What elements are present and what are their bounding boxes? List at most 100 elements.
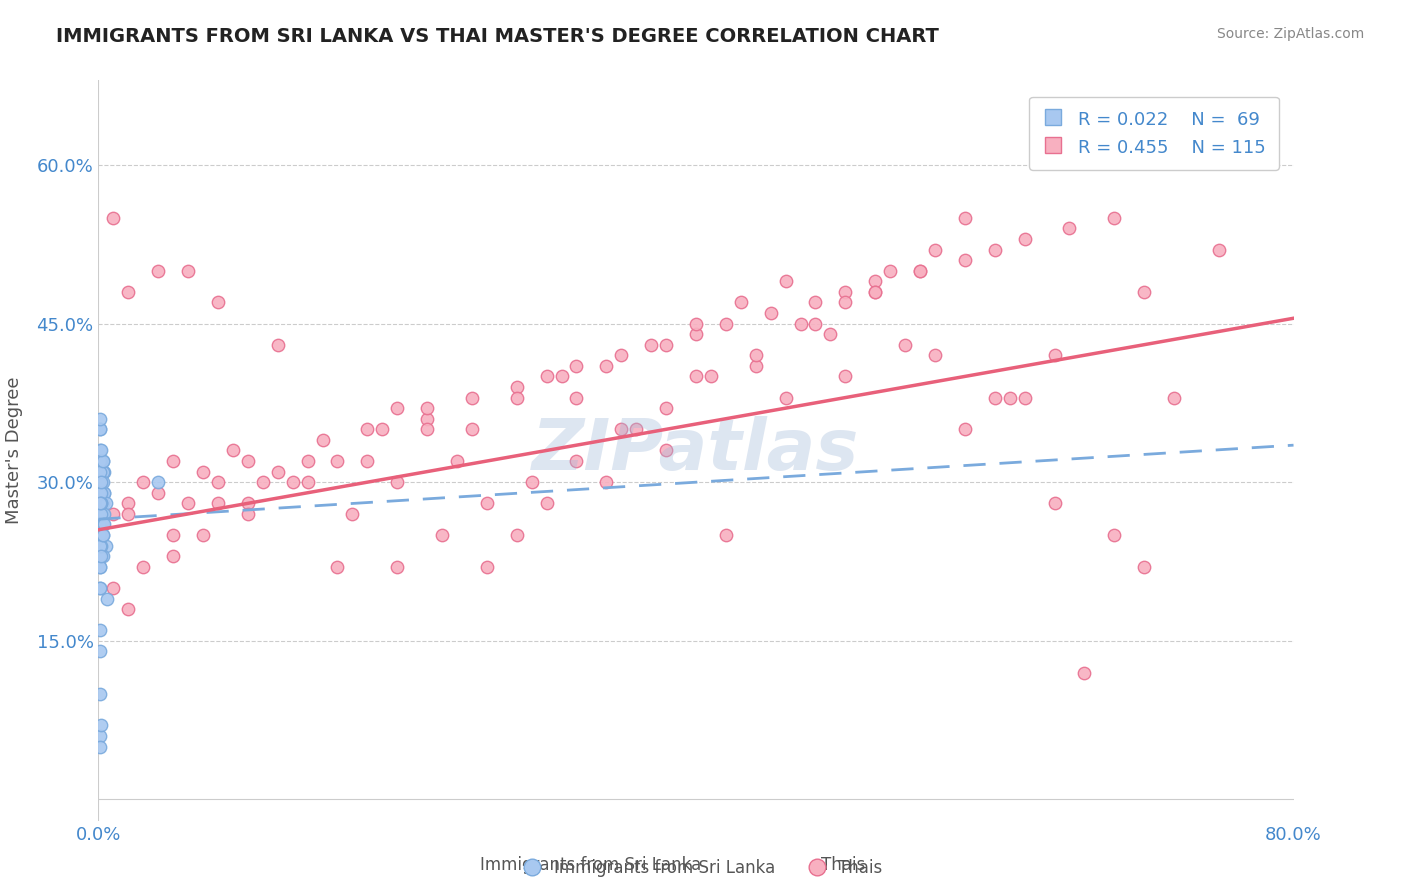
Point (908, 263, 931, 277)
Point (90, 475, 112, 490)
Point (103, 507, 125, 521)
Point (90, 496, 112, 510)
Point (93, 507, 115, 521)
Point (89, 422, 111, 436)
Point (640, 337, 662, 351)
Point (804, 295, 827, 310)
Point (89, 475, 111, 490)
Point (595, 475, 617, 490)
Point (475, 496, 498, 510)
Point (610, 348, 633, 362)
Point (655, 401, 678, 416)
Text: Thais: Thais (821, 856, 866, 874)
Legend: Immigrants from Sri Lanka, Thais: Immigrants from Sri Lanka, Thais (517, 853, 889, 884)
Point (775, 391, 797, 405)
Point (91, 496, 114, 510)
Point (90, 496, 112, 510)
Point (446, 454, 468, 468)
Point (89, 729, 111, 743)
Point (745, 348, 768, 362)
Point (222, 443, 245, 458)
Point (89, 465, 111, 479)
Point (117, 496, 139, 510)
Point (311, 433, 333, 447)
Point (91, 454, 114, 468)
Point (356, 422, 378, 436)
Point (475, 559, 498, 574)
Point (90, 718, 112, 732)
Point (998, 391, 1021, 405)
Y-axis label: Master's Degree: Master's Degree (4, 376, 22, 524)
Point (953, 422, 976, 436)
Point (89, 517, 111, 532)
Point (162, 528, 184, 542)
Point (385, 559, 409, 574)
Point (207, 496, 229, 510)
Point (879, 263, 901, 277)
Point (89, 549, 111, 564)
Point (177, 496, 200, 510)
Point (1104, 528, 1126, 542)
Point (89, 411, 111, 425)
Point (834, 369, 856, 384)
Point (90, 528, 112, 542)
Point (89, 539, 111, 553)
Point (132, 559, 155, 574)
Point (90, 475, 112, 490)
Point (1133, 559, 1156, 574)
Legend: R = 0.022    N =  69, R = 0.455    N = 115: R = 0.022 N = 69, R = 0.455 N = 115 (1029, 96, 1278, 169)
Point (162, 454, 184, 468)
Point (91, 475, 114, 490)
Point (865, 285, 887, 299)
Point (297, 475, 319, 490)
Point (655, 337, 678, 351)
Point (1014, 391, 1036, 405)
Point (416, 401, 439, 416)
Point (1163, 391, 1185, 405)
Point (685, 317, 707, 331)
Point (789, 317, 811, 331)
Point (804, 317, 827, 331)
Point (90, 528, 112, 542)
Text: Immigrants from Sri Lanka: Immigrants from Sri Lanka (479, 856, 702, 874)
Point (94, 496, 117, 510)
Point (90, 496, 112, 510)
Point (834, 285, 856, 299)
Point (90, 475, 112, 490)
Point (91, 528, 114, 542)
Point (461, 422, 484, 436)
Point (96, 591, 118, 606)
Point (89, 559, 111, 574)
Point (103, 581, 125, 595)
Point (461, 391, 484, 405)
Point (536, 496, 558, 510)
Point (91, 507, 114, 521)
Point (984, 391, 1007, 405)
Point (626, 422, 648, 436)
Point (1208, 243, 1230, 257)
Point (385, 401, 409, 416)
Point (714, 528, 737, 542)
Point (177, 263, 200, 277)
Point (89, 559, 111, 574)
Point (117, 507, 139, 521)
Point (91, 454, 114, 468)
Point (93, 517, 115, 532)
Point (90, 485, 112, 500)
Point (89, 443, 111, 458)
Point (93, 465, 115, 479)
Point (90, 507, 112, 521)
Point (775, 274, 797, 288)
Point (90, 496, 112, 510)
Point (89, 422, 111, 436)
Point (90, 517, 112, 532)
Text: IMMIGRANTS FROM SRI LANKA VS THAI MASTER'S DEGREE CORRELATION CHART: IMMIGRANTS FROM SRI LANKA VS THAI MASTER… (56, 27, 939, 45)
Text: Source: ZipAtlas.com: Source: ZipAtlas.com (1216, 27, 1364, 41)
Point (565, 391, 588, 405)
Point (191, 528, 214, 542)
Point (924, 348, 946, 362)
Point (1043, 348, 1066, 362)
Point (865, 274, 887, 288)
Point (953, 253, 976, 268)
Point (1133, 285, 1156, 299)
